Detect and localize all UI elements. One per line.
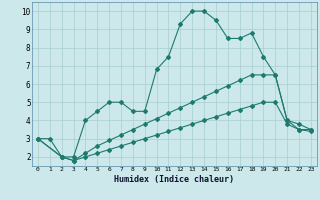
X-axis label: Humidex (Indice chaleur): Humidex (Indice chaleur) (115, 175, 234, 184)
